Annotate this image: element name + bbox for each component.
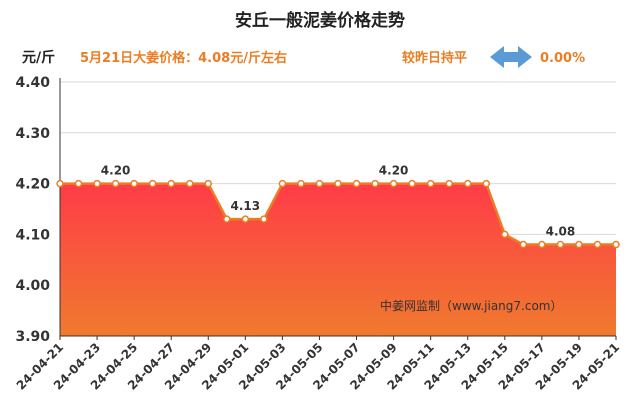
data-point xyxy=(463,179,472,188)
series-points xyxy=(56,179,620,249)
data-point xyxy=(93,179,101,188)
data-point xyxy=(482,179,491,188)
y-tick-label: 4.10 xyxy=(15,227,50,243)
y-tick-label: 4.20 xyxy=(15,177,50,193)
data-point xyxy=(56,179,64,188)
change-value: 0.00% xyxy=(540,51,585,66)
data-point xyxy=(501,230,509,239)
x-axis-ticks: 24-04-2124-04-2324-04-2524-04-2724-04-29… xyxy=(14,336,622,393)
y-tick-label: 4.30 xyxy=(15,126,50,142)
axes xyxy=(59,78,616,337)
y-tick-label: 4.00 xyxy=(15,278,50,294)
data-point xyxy=(204,179,213,188)
area-shape xyxy=(60,183,616,336)
data-point xyxy=(130,179,138,188)
watermark: 中姜网监制（www.jiang7.com） xyxy=(380,298,562,313)
price-note: 5月21日大姜价格：4.08元/斤左右 xyxy=(80,50,287,66)
data-point xyxy=(260,215,268,223)
data-label: 4.20 xyxy=(379,164,409,178)
data-label: 4.20 xyxy=(101,164,131,178)
data-point xyxy=(352,179,361,188)
compare-note: 较昨日持平 xyxy=(402,50,467,66)
data-point xyxy=(74,179,83,188)
data-point xyxy=(593,240,602,249)
data-point xyxy=(278,179,287,188)
data-label: 4.13 xyxy=(231,199,261,213)
data-point xyxy=(297,179,305,188)
data-point xyxy=(334,179,342,188)
data-point xyxy=(445,179,453,188)
data-label: 4.08 xyxy=(546,225,576,239)
data-point xyxy=(185,179,194,188)
y-axis-ticks: 3.90 4.00 4.10 4.20 4.30 4.40 xyxy=(15,75,50,345)
data-point xyxy=(389,179,398,188)
data-point xyxy=(241,215,250,223)
data-point xyxy=(556,240,565,249)
y-tick-label: 4.40 xyxy=(15,75,50,91)
data-point xyxy=(167,179,175,188)
data-point xyxy=(408,179,416,188)
data-point xyxy=(223,215,231,223)
double-arrow-icon xyxy=(490,46,532,68)
data-point xyxy=(426,179,435,188)
data-point xyxy=(148,179,157,188)
area-fill xyxy=(60,183,616,336)
data-point xyxy=(315,179,324,188)
data-labels: 4.20 4.13 4.20 4.08 xyxy=(101,164,575,239)
data-point xyxy=(371,179,379,188)
data-point xyxy=(519,240,528,249)
data-point xyxy=(575,240,583,249)
data-point xyxy=(111,179,120,188)
data-point xyxy=(612,240,620,249)
y-tick-label: 3.90 xyxy=(15,329,50,345)
chart-title: 安丘一般泥姜价格走势 xyxy=(235,10,405,31)
data-point xyxy=(538,240,546,249)
unit-label: 元/斤 xyxy=(22,49,55,66)
